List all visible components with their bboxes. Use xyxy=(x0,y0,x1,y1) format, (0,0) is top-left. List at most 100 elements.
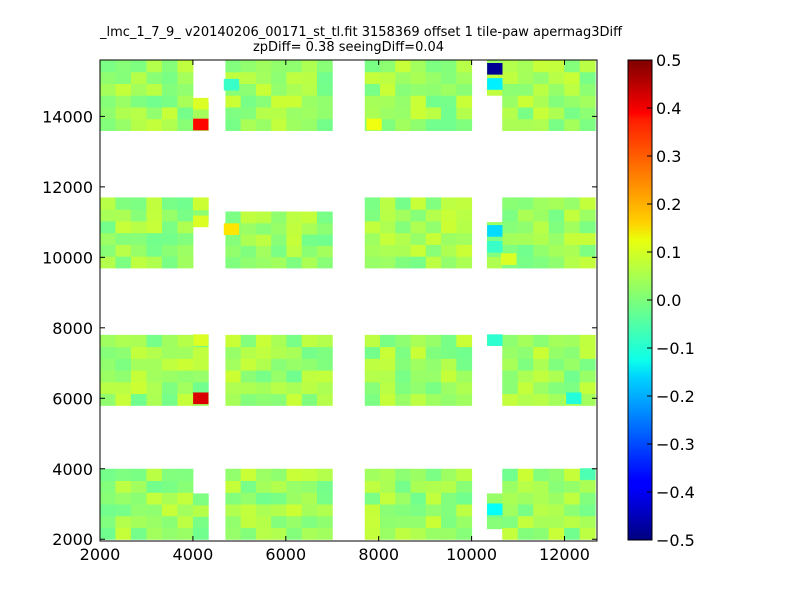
heatmap-cell xyxy=(255,381,272,395)
heatmap-cell xyxy=(533,346,550,359)
detector-block-r1-c1 xyxy=(100,468,194,540)
heatmap-cell xyxy=(486,493,503,506)
heatmap-cell xyxy=(564,515,581,528)
heatmap-cell xyxy=(425,220,442,234)
heatmap-cell xyxy=(533,504,550,517)
heatmap-cell xyxy=(130,346,147,359)
heatmap-cell xyxy=(533,232,550,245)
heatmap-cell xyxy=(456,256,473,269)
heatmap-cell xyxy=(100,468,116,482)
heatmap-cell xyxy=(100,220,116,234)
heatmap-cell xyxy=(177,527,194,540)
heatmap-cell xyxy=(301,222,318,235)
heatmap-cell xyxy=(146,244,163,257)
heatmap-cell xyxy=(177,480,194,493)
heatmap-cell xyxy=(146,370,163,383)
heatmap-cell xyxy=(380,492,396,505)
heatmap-cell xyxy=(286,370,303,383)
heatmap-cell xyxy=(533,95,550,108)
heatmap-cell xyxy=(100,381,116,395)
y-tick-label: 4000 xyxy=(52,460,93,479)
heatmap-cell xyxy=(395,71,412,84)
heatmap-cell xyxy=(161,370,178,383)
detector-block-r4-c3 xyxy=(225,60,333,131)
heatmap-cell xyxy=(395,209,412,222)
heatmap-cell xyxy=(177,515,194,528)
heatmap-cell xyxy=(441,358,457,371)
heatmap-cell xyxy=(240,211,257,224)
heatmap-cell xyxy=(364,504,381,517)
heatmap-cell xyxy=(271,515,287,528)
heatmap-cell xyxy=(380,209,396,222)
heatmap-cell xyxy=(564,370,581,383)
heatmap-cell xyxy=(456,370,473,383)
heatmap-cell xyxy=(456,197,473,210)
y-tick-label: 2000 xyxy=(52,530,93,549)
heatmap-cell xyxy=(502,346,519,359)
heatmap-cell xyxy=(286,83,303,96)
heatmap-cell xyxy=(502,515,519,528)
heatmap-cell xyxy=(395,358,412,371)
heatmap-cell xyxy=(425,515,442,528)
heatmap-cell xyxy=(286,234,303,246)
heatmap-cell xyxy=(240,515,257,528)
heatmap-cell xyxy=(100,244,116,257)
heatmap-cell xyxy=(502,232,519,245)
heatmap-cell xyxy=(517,209,534,222)
heatmap-cell xyxy=(177,71,194,84)
heatmap-cell xyxy=(502,220,519,234)
heatmap-cell xyxy=(410,244,427,257)
heatmap-cell xyxy=(395,480,412,493)
heatmap-cell xyxy=(130,232,147,245)
heatmap-cell xyxy=(456,71,473,84)
heatmap-cell xyxy=(130,83,147,96)
heatmap-cell xyxy=(410,106,427,120)
heatmap-cell xyxy=(456,346,473,359)
heatmap-cell xyxy=(579,256,596,269)
heatmap-cell xyxy=(255,480,272,493)
heatmap-cell xyxy=(579,504,596,517)
heatmap-cell xyxy=(579,346,596,359)
heatmap-cell xyxy=(456,393,473,406)
heatmap-cell xyxy=(548,118,565,131)
heatmap-cell xyxy=(240,118,257,131)
heatmap-cell xyxy=(380,370,396,383)
detector-block-r3-c1 xyxy=(100,197,194,269)
heatmap-cell xyxy=(517,504,534,517)
heatmap-cell xyxy=(533,209,550,222)
heatmap-cell xyxy=(441,370,457,383)
heatmap-cell xyxy=(255,358,272,371)
heatmap-cell-outlier xyxy=(487,225,503,237)
heatmap-cell xyxy=(240,222,257,235)
heatmap-cell xyxy=(177,381,194,395)
heatmap-cell xyxy=(225,346,242,359)
heatmap-cell xyxy=(177,106,194,120)
heatmap-cell xyxy=(517,220,534,234)
heatmap-cell xyxy=(364,346,381,359)
heatmap-cell xyxy=(146,393,163,406)
heatmap-cell xyxy=(364,370,381,383)
heatmap-cell xyxy=(130,358,147,371)
heatmap-cell xyxy=(533,334,550,348)
heatmap-cell xyxy=(316,346,333,359)
heatmap-cell xyxy=(255,211,272,224)
heatmap-cell xyxy=(177,370,194,383)
heatmap-cell xyxy=(271,234,287,246)
heatmap-cell xyxy=(410,118,427,131)
x-tick-label: 4000 xyxy=(173,545,214,564)
heatmap-cell xyxy=(441,480,457,493)
heatmap-cell xyxy=(286,211,303,224)
heatmap-cell xyxy=(192,504,209,517)
heatmap-cell xyxy=(410,480,427,493)
heatmap-cell xyxy=(395,197,412,210)
chart-title-line-2: zpDiff= 0.38 seeingDiff=0.04 xyxy=(252,40,445,55)
heatmap-cell xyxy=(146,209,163,222)
detector-block-r3-c6 xyxy=(502,197,596,269)
heatmap-cell xyxy=(517,71,534,84)
heatmap-cell xyxy=(316,71,333,84)
heatmap-cell xyxy=(146,232,163,245)
heatmap-cell xyxy=(240,370,257,383)
heatmap-cell xyxy=(533,492,550,505)
heatmap-cell xyxy=(425,468,442,482)
heatmap-cell-outlier xyxy=(193,392,209,405)
